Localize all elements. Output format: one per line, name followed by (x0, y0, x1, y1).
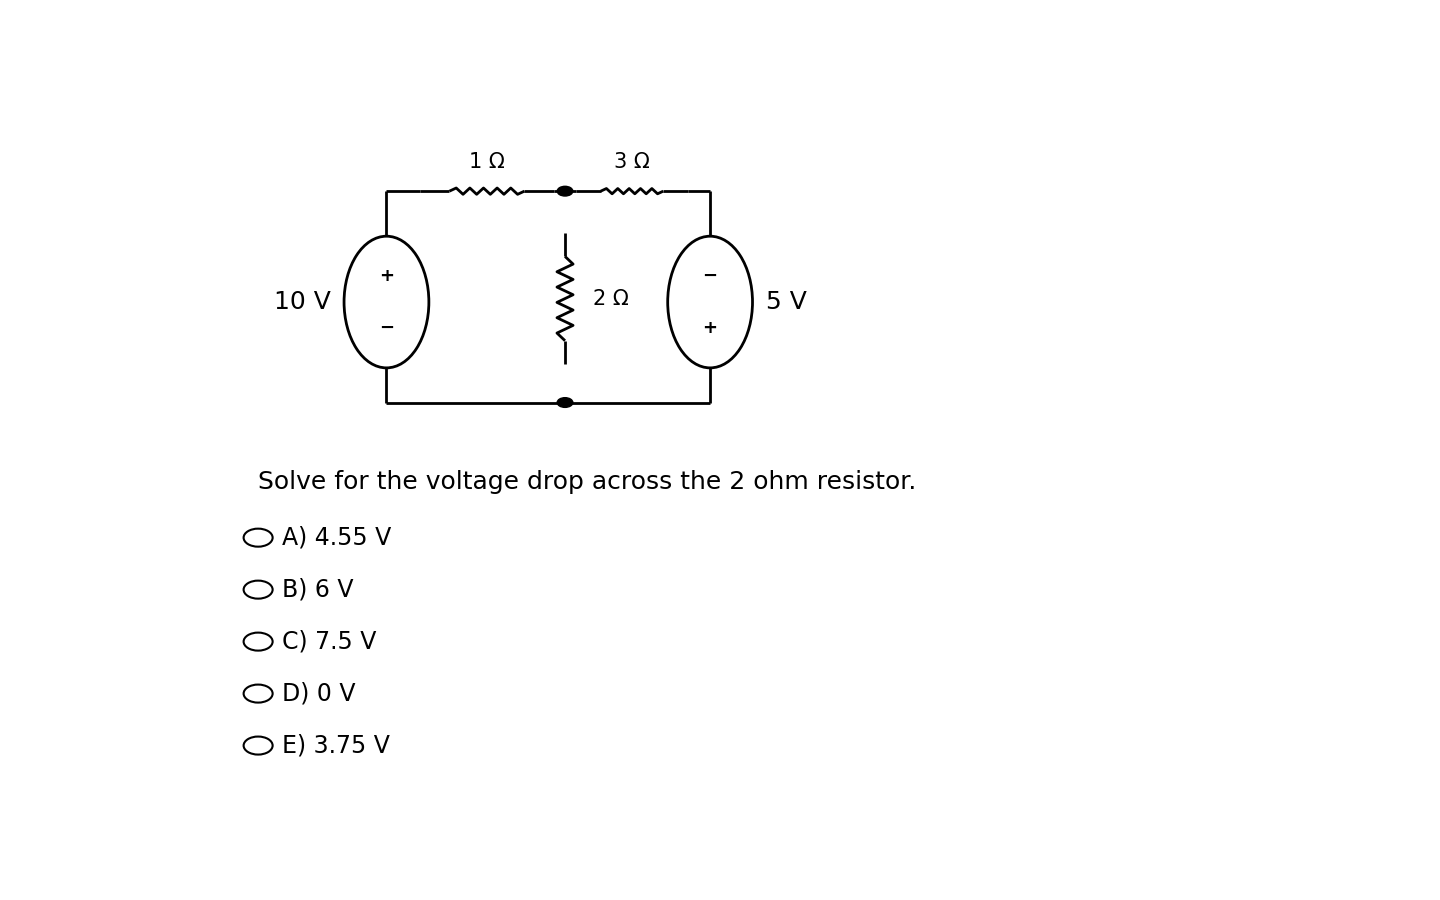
Text: 5 V: 5 V (766, 290, 806, 314)
Text: D) 0 V: D) 0 V (282, 681, 356, 706)
Circle shape (557, 398, 573, 408)
Text: Solve for the voltage drop across the 2 ohm resistor.: Solve for the voltage drop across the 2 … (258, 470, 916, 494)
Text: −: − (703, 266, 717, 284)
Text: C) 7.5 V: C) 7.5 V (282, 630, 376, 653)
Text: A) 4.55 V: A) 4.55 V (282, 526, 390, 550)
Text: B) 6 V: B) 6 V (282, 578, 353, 601)
Text: 3 Ω: 3 Ω (613, 152, 649, 172)
Text: E) 3.75 V: E) 3.75 V (282, 734, 389, 758)
Text: 10 V: 10 V (274, 290, 331, 314)
Text: +: + (703, 320, 717, 338)
Text: −: − (379, 320, 395, 338)
Text: 2 Ω: 2 Ω (593, 289, 629, 309)
Text: +: + (379, 266, 395, 284)
Circle shape (557, 186, 573, 196)
Text: 1 Ω: 1 Ω (469, 152, 505, 172)
